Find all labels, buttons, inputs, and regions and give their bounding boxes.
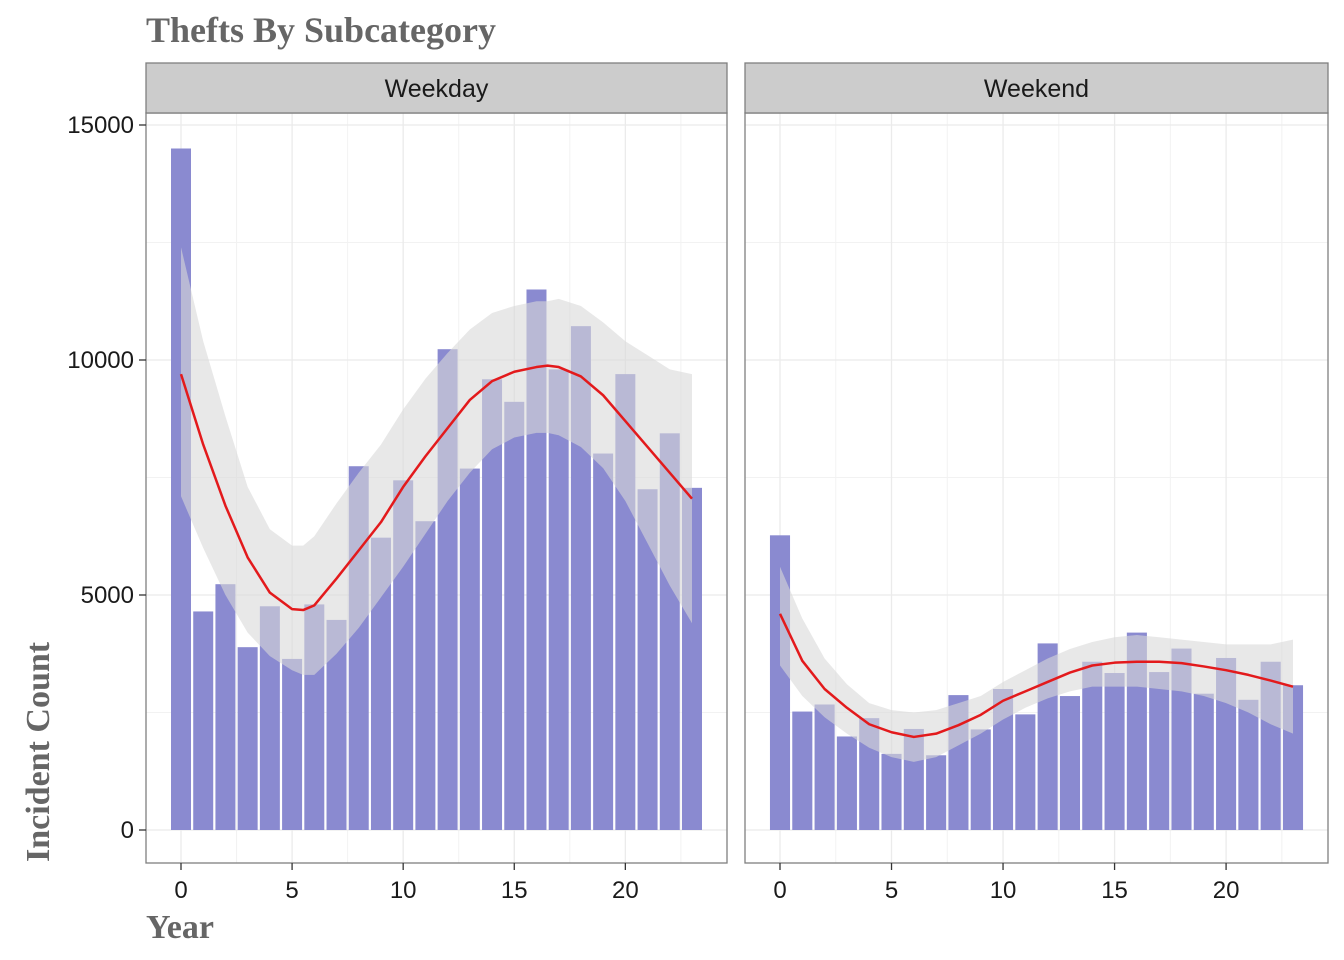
bar bbox=[504, 401, 525, 830]
facet-strip-label: Weekend bbox=[984, 75, 1089, 103]
x-tick-label: 15 bbox=[501, 877, 528, 904]
bar bbox=[1238, 699, 1259, 830]
bar bbox=[814, 704, 835, 830]
confidence-band bbox=[181, 247, 692, 675]
bar bbox=[215, 584, 236, 830]
bar bbox=[1104, 673, 1125, 830]
confidence-band bbox=[780, 566, 1293, 762]
bar bbox=[792, 711, 813, 830]
bar bbox=[1082, 661, 1103, 830]
bar bbox=[548, 369, 569, 830]
panels: Weekday 0 5 10 15 20 0 5000 10000 15000 Weekend 0 5 1… bbox=[67, 62, 1329, 904]
x-tick-label: 20 bbox=[1213, 877, 1240, 904]
y-tick-label: 5000 bbox=[81, 582, 134, 609]
bar bbox=[326, 619, 347, 830]
bar bbox=[1015, 714, 1036, 830]
bar bbox=[1193, 693, 1214, 830]
x-tick-label: 0 bbox=[773, 877, 786, 904]
smooth-line bbox=[179, 364, 693, 612]
bar bbox=[881, 753, 902, 830]
bar bbox=[993, 689, 1014, 830]
bar bbox=[482, 379, 503, 830]
facet-strip-label: Weekday bbox=[385, 75, 489, 103]
y-tick-label: 10000 bbox=[67, 347, 134, 374]
smooth-line bbox=[778, 613, 1294, 739]
bar bbox=[259, 606, 280, 830]
bar bbox=[1149, 672, 1170, 830]
x-tick-label: 0 bbox=[174, 877, 187, 904]
bar bbox=[370, 537, 391, 830]
bar bbox=[637, 489, 658, 830]
bar bbox=[836, 736, 857, 830]
chart-title: Thefts By Subcategory bbox=[146, 10, 496, 50]
x-tick-label: 15 bbox=[1101, 877, 1128, 904]
bar bbox=[237, 647, 258, 830]
facet-strip bbox=[744, 62, 1329, 114]
x-tick-label: 20 bbox=[612, 877, 639, 904]
bar bbox=[1059, 696, 1080, 830]
bar bbox=[570, 326, 591, 830]
x-tick-label: 10 bbox=[390, 877, 417, 904]
bar bbox=[193, 611, 214, 830]
bar bbox=[593, 453, 614, 830]
x-tick-label: 10 bbox=[990, 877, 1017, 904]
bar bbox=[1171, 648, 1192, 830]
y-tick-label: 15000 bbox=[67, 112, 134, 139]
bar bbox=[459, 468, 480, 830]
x-tick-label: 5 bbox=[285, 877, 298, 904]
facet-panel-weekend: Weekend 0 5 10 15 20 bbox=[744, 62, 1329, 904]
facet-panel-weekday: Weekday 0 5 10 15 20 0 5000 10000 15000 bbox=[67, 62, 728, 904]
x-axis-label: Year bbox=[146, 909, 214, 946]
bar bbox=[282, 658, 303, 830]
bar bbox=[926, 755, 947, 830]
facet-strip bbox=[145, 62, 728, 114]
bar bbox=[415, 521, 436, 830]
y-tick-label: 0 bbox=[121, 817, 134, 844]
bar bbox=[970, 729, 991, 830]
y-axis-label: Incident Count bbox=[20, 641, 57, 862]
x-tick-label: 5 bbox=[885, 877, 898, 904]
